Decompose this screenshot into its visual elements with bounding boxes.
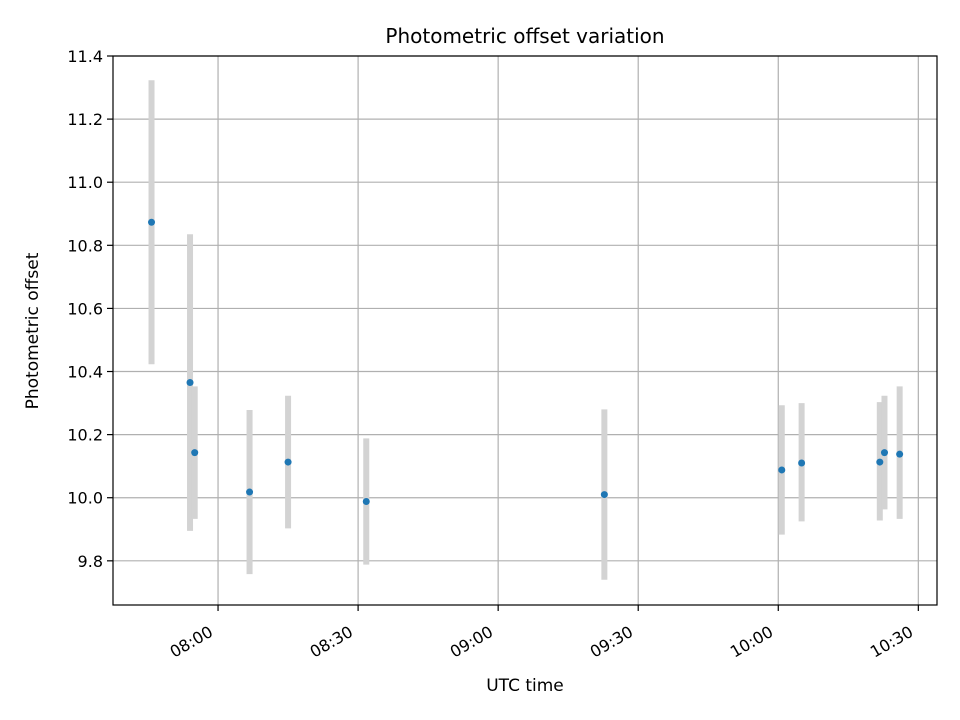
y-tick-label: 11.4 — [67, 47, 103, 66]
y-tick-label: 10.6 — [67, 299, 103, 318]
data-point — [798, 459, 806, 467]
data-point — [191, 449, 199, 457]
y-tick-label: 11.0 — [67, 173, 103, 192]
data-point — [600, 491, 608, 499]
data-point — [876, 458, 884, 466]
y-tick-label: 10.2 — [67, 426, 103, 445]
y-tick-label: 10.8 — [67, 236, 103, 255]
y-tick-label: 10.4 — [67, 363, 103, 382]
y-tick-label: 10.0 — [67, 489, 103, 508]
data-point — [186, 379, 194, 387]
y-tick-label: 11.2 — [67, 110, 103, 129]
data-point — [896, 450, 904, 458]
y-tick-label: 9.8 — [78, 552, 103, 571]
data-point — [362, 498, 370, 506]
plot-frame — [112, 55, 938, 606]
data-points — [148, 218, 904, 506]
data-point — [148, 218, 156, 226]
data-point — [778, 466, 786, 474]
grid — [113, 55, 937, 605]
data-point — [880, 449, 888, 457]
data-point — [284, 458, 292, 466]
x-axis-title: UTC time — [486, 676, 564, 696]
chart-title: Photometric offset variation — [385, 24, 664, 48]
y-axis-title: Photometric offset — [23, 252, 43, 409]
data-point — [246, 488, 254, 496]
y-axis: 9.8 10.0 10.2 10.4 10.6 10.8 11.0 11.2 11.4 — [67, 47, 113, 571]
